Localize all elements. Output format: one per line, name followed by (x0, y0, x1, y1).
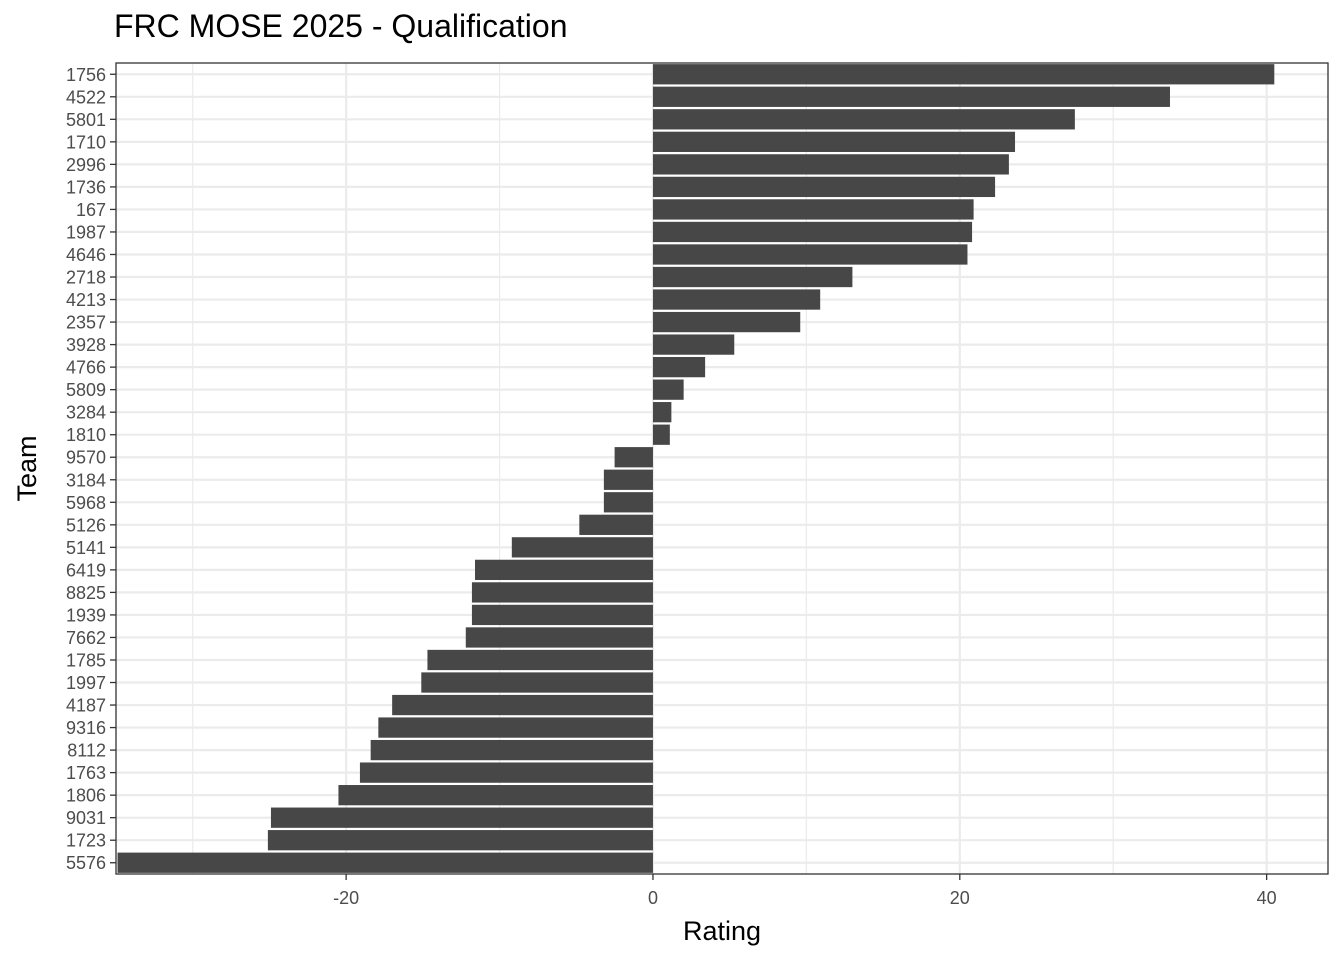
bar-3184 (603, 469, 653, 490)
bar-9570 (614, 447, 653, 468)
bar-1763 (359, 762, 653, 783)
panel-border (115, 62, 1329, 875)
y-tick-label: 9316 (66, 718, 106, 738)
bar-4646 (652, 244, 968, 265)
bar-1785 (427, 649, 653, 671)
y-tick-label: 4522 (66, 87, 106, 107)
y-tick-label: 5576 (66, 853, 106, 873)
bar-2357 (652, 311, 801, 333)
bar-8825 (471, 582, 653, 603)
x-tick-label: 0 (648, 888, 658, 908)
x-tick-label: -20 (333, 888, 359, 908)
y-tick-label: 2718 (66, 268, 106, 288)
y-tick-label: 1939 (66, 605, 106, 625)
y-tick-label: 3928 (66, 335, 106, 355)
y-tick-label: 1756 (66, 65, 106, 85)
bar-3284 (652, 402, 672, 423)
bar-5141 (511, 537, 653, 558)
y-tick-label: 2996 (66, 155, 106, 175)
y-tick-label: 5141 (66, 538, 106, 558)
x-tick-label: 40 (1257, 888, 1277, 908)
bar-5576 (117, 852, 653, 873)
bar-167 (652, 199, 974, 220)
y-tick-label: 3184 (66, 470, 106, 490)
y-tick-label: 5126 (66, 515, 106, 535)
bar-7662 (465, 627, 653, 648)
y-tick-label: 4213 (66, 290, 106, 310)
bar-1997 (421, 672, 653, 693)
y-tick-label: 4766 (66, 358, 106, 378)
bar-5801 (652, 109, 1075, 130)
bar-1710 (652, 131, 1016, 152)
y-tick-label: 3284 (66, 403, 106, 423)
y-tick-label: 2357 (66, 313, 106, 333)
bar-1806 (338, 785, 653, 806)
bar-1723 (267, 830, 653, 851)
bar-4187 (392, 694, 653, 716)
bar-1736 (652, 176, 996, 198)
bar-8112 (370, 739, 653, 761)
y-tick-label: 1736 (66, 177, 106, 197)
y-tick-label: 1785 (66, 650, 106, 670)
bar-1939 (471, 604, 653, 626)
y-tick-label: 1723 (66, 831, 106, 851)
bar-1810 (652, 424, 670, 445)
bar-4213 (652, 289, 821, 310)
bar-5809 (652, 379, 684, 400)
y-tick-label: 167 (76, 200, 106, 220)
y-tick-label: 8825 (66, 583, 106, 603)
bar-1756 (652, 64, 1275, 85)
axis-layer: 1756452258011710299617361671987464627184… (66, 65, 1277, 908)
bar-4766 (652, 356, 706, 378)
bar-2996 (652, 154, 1009, 175)
y-tick-label: 8112 (67, 741, 106, 761)
bar-3928 (652, 334, 735, 355)
y-tick-label: 1997 (66, 673, 106, 693)
y-tick-label: 5968 (66, 493, 106, 513)
x-axis-title: Rating (683, 916, 761, 946)
y-axis-title: Team (12, 435, 42, 501)
bar-1987 (652, 221, 973, 243)
y-tick-label: 1987 (66, 222, 106, 242)
bar-4522 (652, 86, 1170, 107)
bar-9031 (270, 807, 653, 828)
y-tick-label: 1810 (66, 425, 106, 445)
y-tick-label: 9570 (66, 448, 106, 468)
chart-title: FRC MOSE 2025 - Qualification (114, 8, 568, 44)
y-tick-label: 5809 (66, 380, 106, 400)
bar-9316 (378, 717, 653, 738)
y-tick-label: 5801 (66, 110, 106, 130)
y-tick-label: 4187 (66, 696, 106, 716)
bars-layer (117, 64, 1275, 873)
y-tick-label: 7662 (66, 628, 106, 648)
x-tick-label: 20 (950, 888, 970, 908)
y-tick-label: 6419 (66, 560, 106, 580)
bar-5126 (579, 514, 653, 535)
bar-6419 (474, 559, 653, 581)
y-tick-label: 4646 (66, 245, 106, 265)
y-tick-label: 1806 (66, 786, 106, 806)
y-tick-label: 1710 (66, 132, 106, 152)
y-tick-label: 1763 (66, 763, 106, 783)
y-tick-label: 9031 (66, 808, 106, 828)
bar-2718 (652, 266, 853, 288)
bar-5968 (603, 492, 653, 513)
